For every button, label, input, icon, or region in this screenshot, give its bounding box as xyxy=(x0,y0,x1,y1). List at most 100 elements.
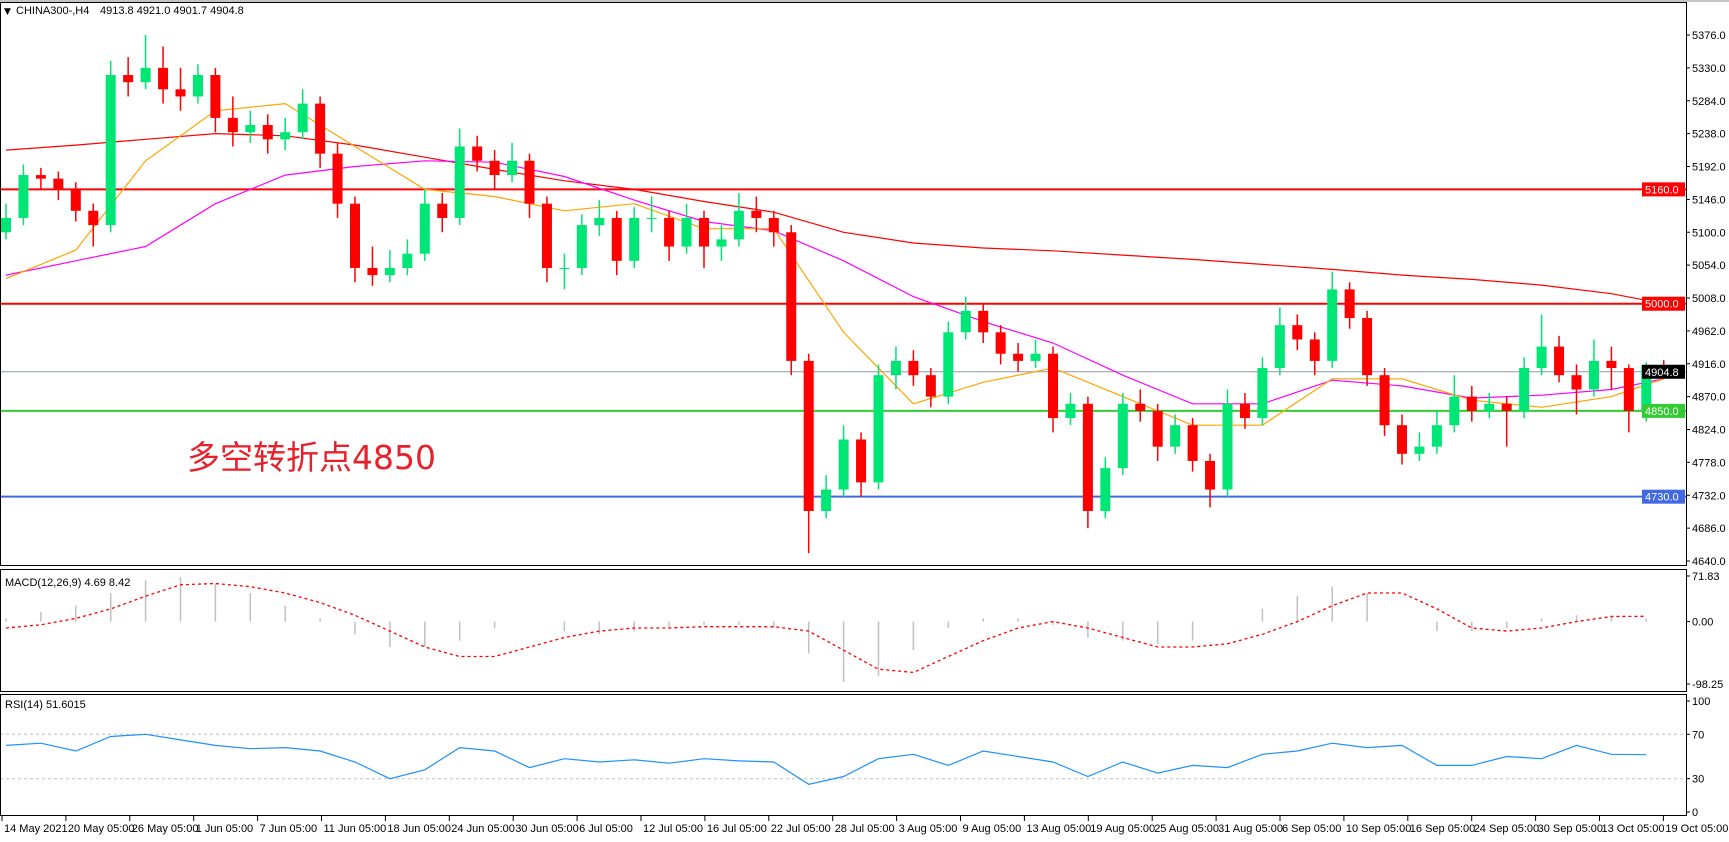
ma-slow-line xyxy=(5,132,1664,305)
y-tick-label: 5284.0 xyxy=(1692,96,1726,108)
candle-bear xyxy=(1554,346,1565,376)
candle-bull xyxy=(454,146,465,218)
candle-bear xyxy=(70,189,81,211)
candle-bear xyxy=(315,103,326,154)
x-tick-label: 28 Jul 05:00 xyxy=(835,823,895,835)
candle-bear xyxy=(1501,403,1512,411)
x-tick-label: 22 Jul 05:00 xyxy=(771,823,831,835)
candle-bear xyxy=(350,203,360,268)
candle-bear xyxy=(1187,425,1198,461)
candle-bear xyxy=(1013,353,1024,361)
y-tick-label: 5146.0 xyxy=(1692,194,1726,206)
candle-bull xyxy=(1170,425,1181,447)
y-tick-label: 4732.0 xyxy=(1692,490,1726,502)
candle-bear xyxy=(210,75,221,118)
candle-bull xyxy=(716,239,727,247)
candle-bull xyxy=(1484,403,1495,411)
price-panel[interactable]: 5376.0 5330.0 5284.0 5238.0 5192.0 5146.0 5100… xyxy=(0,30,1726,568)
candle-bear xyxy=(1606,360,1617,369)
x-tick-label: 31 Aug 05:00 xyxy=(1218,823,1283,835)
candle-bear xyxy=(524,160,535,204)
candle-bull xyxy=(1257,368,1268,419)
candle-bull xyxy=(646,217,657,219)
y-tick-label: 70 xyxy=(1692,729,1704,741)
candle-bull xyxy=(1449,396,1460,426)
triangle-down-icon[interactable]: ▼ xyxy=(4,7,11,17)
level-label-bg xyxy=(1642,182,1685,197)
annotation-text: 多空转折点4850 xyxy=(187,438,436,477)
candle-bear xyxy=(1344,289,1355,319)
candle-bull xyxy=(402,253,413,268)
chart-ohlc: 4913.8 4921.0 4901.7 4904.8 xyxy=(100,5,244,17)
candle-bull xyxy=(1,217,11,233)
candle-bear xyxy=(1397,425,1407,454)
level-label-bg xyxy=(1642,489,1685,504)
candle-bear xyxy=(332,153,343,204)
candle-bear xyxy=(1082,403,1093,511)
candle-bull xyxy=(1414,446,1425,454)
y-tick-label: -98.25 xyxy=(1692,679,1723,691)
x-tick-label: 24 Sep 05:00 xyxy=(1474,823,1539,835)
x-tick-label: 7 Jun 05:00 xyxy=(260,823,318,835)
y-tick-label: 5192.0 xyxy=(1692,162,1726,174)
candle-bull xyxy=(629,217,640,261)
candle-bear xyxy=(1239,403,1250,419)
candle-bear xyxy=(751,210,762,218)
candle-bull xyxy=(280,132,291,140)
candle-bear xyxy=(803,360,814,511)
y-tick-label: 4870.0 xyxy=(1692,392,1726,404)
y-tick-label: 5008.0 xyxy=(1692,293,1726,305)
x-tick-label: 30 Sep 05:00 xyxy=(1538,823,1603,835)
candle-bull xyxy=(18,175,29,218)
y-tick-label: 4916.0 xyxy=(1692,359,1726,371)
candle-bear xyxy=(541,203,552,268)
rsi-panel[interactable]: 100 70 30 0 xyxy=(0,696,1710,819)
x-tick-label: 14 May 2021 xyxy=(4,823,68,835)
candle-bear xyxy=(158,67,169,90)
candle-bear xyxy=(437,203,448,218)
candle-bull xyxy=(1641,365,1652,411)
candle-bear xyxy=(489,160,500,176)
candle-bull xyxy=(1519,368,1530,411)
candle-bull xyxy=(1327,289,1338,361)
candle-bear xyxy=(611,217,622,261)
x-tick-label: 11 Jun 05:00 xyxy=(324,823,387,835)
price-panel-frame xyxy=(0,2,1687,566)
macd-panel[interactable]: 71.83 0.00 -98.25 xyxy=(5,571,1723,691)
candle-bull xyxy=(1536,346,1547,369)
candle-bull xyxy=(733,210,744,240)
candle-bull xyxy=(192,75,203,97)
candle-bear xyxy=(664,217,675,247)
candle-bear xyxy=(262,125,273,140)
rsi-title: RSI(14) 51.6015 xyxy=(5,699,86,711)
candle-bull xyxy=(943,332,954,397)
level-label-bg xyxy=(1642,296,1685,311)
x-tick-label: 12 Jul 05:00 xyxy=(643,823,703,835)
candle-bear xyxy=(768,217,779,233)
x-tick-label: 16 Sep 05:00 xyxy=(1410,823,1475,835)
candle-bear xyxy=(123,75,134,83)
x-tick-label: 16 Jul 05:00 xyxy=(707,823,767,835)
y-tick-label: 5238.0 xyxy=(1692,129,1726,141)
candle-bull xyxy=(890,360,901,376)
panel-frames xyxy=(0,0,1729,816)
candle-bull xyxy=(873,375,884,483)
x-tick-label: 13 Aug 05:00 xyxy=(1026,823,1091,835)
level-label: 4850.0 xyxy=(1645,406,1679,418)
candle-bear xyxy=(908,360,919,376)
x-tick-label: 18 Jun 05:00 xyxy=(387,823,451,835)
x-tick-label: 6 Jul 05:00 xyxy=(579,823,633,835)
y-tick-label: 4686.0 xyxy=(1692,523,1726,535)
level-label: 4904.8 xyxy=(1645,367,1679,379)
candle-bull xyxy=(105,75,116,226)
macd-title: MACD(12,26,9) 4.69 8.42 xyxy=(5,577,130,589)
level-label-bg xyxy=(1642,403,1685,418)
candle-bear xyxy=(1205,460,1216,490)
candle-bear xyxy=(53,178,64,190)
x-tick-label: 25 Aug 05:00 xyxy=(1154,823,1219,835)
candle-bull xyxy=(140,67,151,83)
macd-panel-frame xyxy=(0,569,1687,692)
y-tick-label: 100 xyxy=(1692,696,1710,708)
